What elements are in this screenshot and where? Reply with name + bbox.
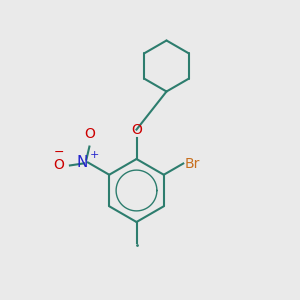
Text: Br: Br <box>185 157 200 170</box>
Text: O: O <box>84 128 95 142</box>
Text: O: O <box>54 158 64 172</box>
Text: +: + <box>89 150 99 160</box>
Text: −: − <box>54 146 64 159</box>
Text: O: O <box>131 122 142 136</box>
Text: N: N <box>76 155 88 170</box>
